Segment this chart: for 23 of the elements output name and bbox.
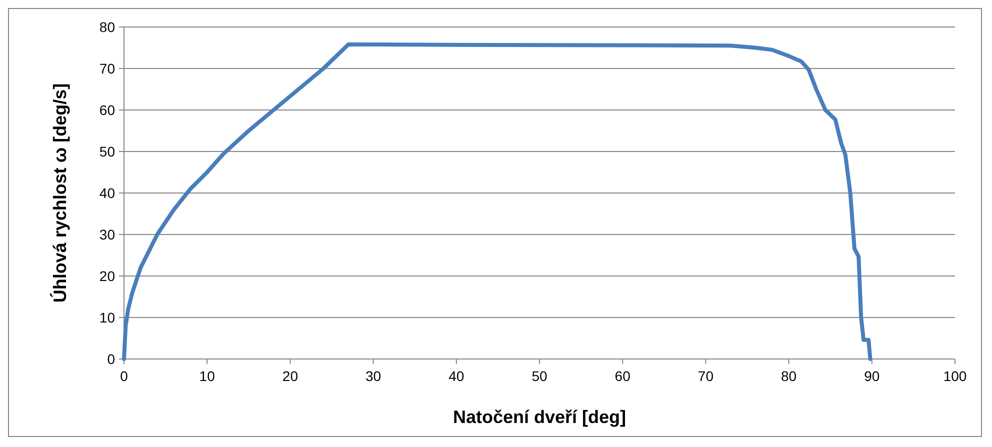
line-series — [122, 42, 872, 361]
x-tick-label: 30 — [366, 368, 382, 384]
y-tick-label: 30 — [99, 226, 116, 242]
x-tick-label: 50 — [532, 368, 548, 384]
y-tick-label: 80 — [99, 18, 116, 35]
x-tick-label: 0 — [120, 368, 128, 384]
x-tick-label: 20 — [282, 368, 298, 384]
x-tick-label: 80 — [781, 368, 797, 384]
y-tick-label: 40 — [99, 184, 116, 201]
x-axis-title: Natočení dveří [deg] — [452, 407, 626, 427]
x-tick-label: 10 — [199, 368, 216, 384]
y-tick-label: 20 — [99, 268, 116, 284]
x-tick-label: 70 — [698, 368, 714, 384]
x-tick-label: 100 — [943, 368, 967, 384]
x-tick-label: 90 — [864, 368, 880, 384]
x-tick-label: 60 — [614, 368, 631, 384]
x-tick-label: 40 — [448, 368, 464, 384]
y-tick-label: 50 — [99, 143, 116, 160]
y-tick-label: 0 — [107, 350, 116, 367]
y-axis-title: Úhlová rychlost ω [deg/s] — [50, 83, 70, 303]
y-tick-label: 10 — [99, 309, 116, 326]
y-tick-label: 60 — [99, 102, 116, 118]
y-tick-label: 70 — [99, 60, 116, 76]
